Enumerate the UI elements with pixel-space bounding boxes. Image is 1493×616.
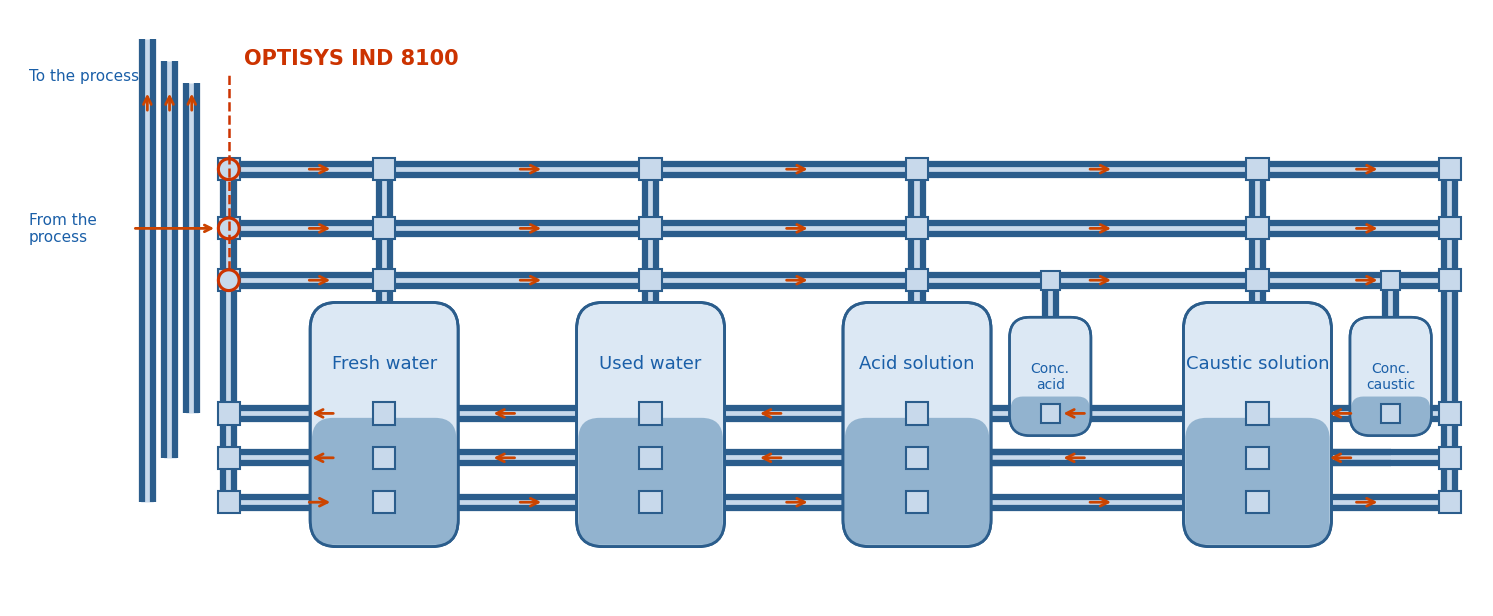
Text: Fresh water: Fresh water — [331, 355, 436, 373]
FancyBboxPatch shape — [1185, 418, 1329, 545]
Bar — [1438, 403, 1460, 425]
Bar — [218, 403, 240, 425]
FancyBboxPatch shape — [312, 418, 457, 545]
Bar — [373, 159, 396, 181]
FancyBboxPatch shape — [311, 303, 458, 547]
Bar — [218, 218, 240, 240]
Text: To the process: To the process — [28, 69, 139, 84]
Bar — [373, 270, 396, 292]
Bar — [639, 447, 661, 469]
Bar — [906, 447, 927, 469]
FancyBboxPatch shape — [578, 418, 723, 545]
Bar — [1245, 403, 1268, 425]
Bar — [639, 218, 661, 240]
Text: Conc.
caustic: Conc. caustic — [1366, 362, 1415, 392]
FancyBboxPatch shape — [576, 303, 724, 547]
Bar — [1245, 492, 1268, 514]
FancyBboxPatch shape — [1350, 318, 1430, 436]
Bar — [373, 492, 396, 514]
Bar — [1438, 218, 1460, 240]
FancyBboxPatch shape — [1182, 303, 1330, 547]
FancyBboxPatch shape — [842, 303, 991, 547]
Bar — [1245, 447, 1268, 469]
Bar — [218, 492, 240, 514]
Text: From the
process: From the process — [28, 213, 97, 245]
Text: Used water: Used water — [599, 355, 702, 373]
Text: OPTISYS IND 8100: OPTISYS IND 8100 — [243, 49, 458, 69]
Bar — [906, 403, 927, 425]
Bar — [1381, 404, 1399, 423]
FancyBboxPatch shape — [845, 418, 988, 545]
Bar — [218, 159, 240, 181]
Bar — [1438, 270, 1460, 292]
Bar — [906, 159, 927, 181]
Bar — [1041, 271, 1059, 290]
FancyBboxPatch shape — [1009, 318, 1090, 436]
Bar — [906, 218, 927, 240]
Bar — [639, 492, 661, 514]
Bar — [1245, 159, 1268, 181]
Bar — [1438, 492, 1460, 514]
Bar — [1245, 270, 1268, 292]
Bar — [906, 492, 927, 514]
Bar — [639, 403, 661, 425]
Bar — [906, 270, 927, 292]
Bar — [218, 270, 240, 292]
Text: Conc.
acid: Conc. acid — [1030, 362, 1069, 392]
Bar — [639, 270, 661, 292]
Bar — [1438, 447, 1460, 469]
Bar — [1041, 404, 1059, 423]
Bar — [373, 447, 396, 469]
Bar — [1438, 159, 1460, 181]
Bar — [218, 447, 240, 469]
Bar — [1381, 271, 1399, 290]
Bar — [639, 159, 661, 181]
FancyBboxPatch shape — [1351, 397, 1430, 435]
FancyBboxPatch shape — [1011, 397, 1090, 435]
Bar — [1245, 218, 1268, 240]
Text: Caustic solution: Caustic solution — [1185, 355, 1329, 373]
Bar — [373, 218, 396, 240]
Text: Acid solution: Acid solution — [858, 355, 975, 373]
Bar — [373, 403, 396, 425]
